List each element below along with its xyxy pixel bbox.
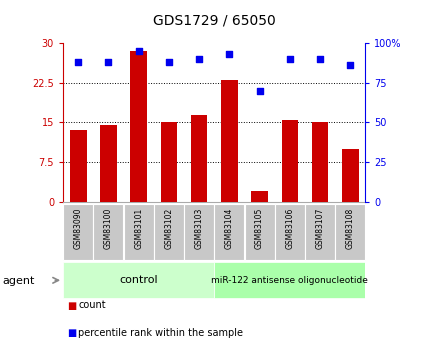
Bar bbox=[281, 120, 297, 202]
Point bbox=[195, 56, 202, 62]
FancyBboxPatch shape bbox=[154, 204, 184, 260]
Bar bbox=[191, 115, 207, 202]
Bar bbox=[130, 51, 147, 202]
Bar bbox=[160, 122, 177, 202]
FancyBboxPatch shape bbox=[184, 204, 214, 260]
Text: percentile rank within the sample: percentile rank within the sample bbox=[78, 328, 243, 338]
FancyBboxPatch shape bbox=[335, 204, 365, 260]
Text: miR-122 antisense oligonucleotide: miR-122 antisense oligonucleotide bbox=[211, 276, 368, 285]
Text: ■: ■ bbox=[67, 328, 76, 338]
Text: GDS1729 / 65050: GDS1729 / 65050 bbox=[152, 14, 275, 28]
Bar bbox=[251, 191, 267, 202]
FancyBboxPatch shape bbox=[214, 263, 365, 298]
Bar bbox=[341, 149, 358, 202]
Point bbox=[75, 59, 82, 65]
Bar bbox=[220, 80, 237, 202]
FancyBboxPatch shape bbox=[244, 204, 274, 260]
FancyBboxPatch shape bbox=[93, 204, 123, 260]
Text: GSM83105: GSM83105 bbox=[254, 208, 263, 249]
Point bbox=[286, 56, 293, 62]
Point bbox=[105, 59, 112, 65]
Text: GSM83107: GSM83107 bbox=[315, 208, 324, 249]
FancyBboxPatch shape bbox=[274, 204, 304, 260]
Point bbox=[346, 62, 353, 68]
Bar bbox=[100, 125, 116, 202]
Text: GSM83103: GSM83103 bbox=[194, 208, 203, 249]
FancyBboxPatch shape bbox=[63, 263, 214, 298]
Bar bbox=[70, 130, 86, 202]
Text: GSM83102: GSM83102 bbox=[164, 208, 173, 249]
Bar bbox=[311, 122, 328, 202]
FancyBboxPatch shape bbox=[123, 204, 153, 260]
Point bbox=[256, 88, 263, 93]
Text: count: count bbox=[78, 300, 106, 310]
Text: GSM83100: GSM83100 bbox=[104, 208, 113, 249]
Text: GSM83090: GSM83090 bbox=[73, 208, 82, 249]
Text: GSM83108: GSM83108 bbox=[345, 208, 354, 249]
Text: GSM83106: GSM83106 bbox=[285, 208, 294, 249]
FancyBboxPatch shape bbox=[214, 204, 244, 260]
Text: control: control bbox=[119, 275, 158, 285]
Text: agent: agent bbox=[2, 276, 34, 286]
Point bbox=[316, 56, 323, 62]
Text: GSM83101: GSM83101 bbox=[134, 208, 143, 249]
Text: ■: ■ bbox=[67, 300, 76, 310]
Text: GSM83104: GSM83104 bbox=[224, 208, 233, 249]
FancyBboxPatch shape bbox=[63, 204, 93, 260]
Point bbox=[225, 51, 232, 57]
FancyBboxPatch shape bbox=[304, 204, 334, 260]
Point bbox=[165, 59, 172, 65]
Point bbox=[135, 48, 142, 54]
